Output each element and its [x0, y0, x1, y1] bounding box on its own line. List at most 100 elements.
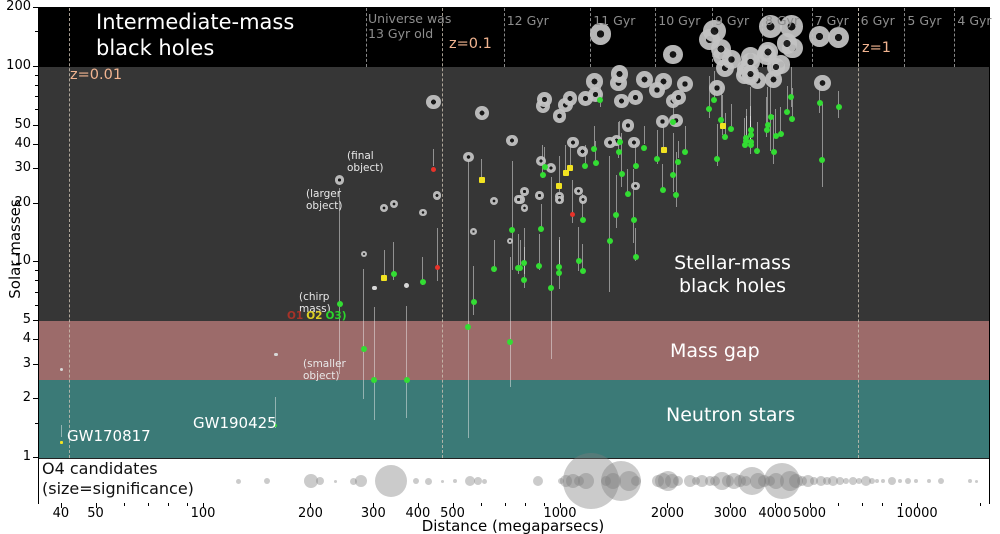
gyr-line-5-Gyr	[904, 8, 906, 67]
chirp-mass-marker-o3	[741, 141, 748, 148]
chirp-mass-marker-o3	[630, 217, 637, 224]
final-object-marker	[380, 204, 389, 212]
chirp-mass-marker-o3	[521, 260, 528, 267]
chirp-mass-marker-o3	[706, 105, 713, 112]
final-object-marker	[418, 208, 427, 217]
event-mass-range-line	[339, 188, 341, 374]
o4-candidate-circle	[652, 475, 665, 487]
chirp-mass-marker-o3	[336, 301, 343, 308]
o4-candidate-circle	[897, 479, 902, 483]
x-tick-label: 300	[360, 506, 386, 521]
event-mass-range-line	[565, 144, 567, 177]
o4-candidate-circle	[975, 479, 979, 483]
final-object-marker	[808, 25, 831, 48]
x-tick-label: 3000	[713, 506, 747, 521]
final-object-marker	[520, 204, 529, 212]
event-mass-range-line	[716, 124, 718, 167]
x-minor-tick	[186, 503, 188, 506]
annotation-chirp-mass: (chirp mass)	[299, 291, 331, 315]
event-mass-range-line	[544, 146, 546, 162]
gyr-label-7: 5 Gyr	[907, 13, 942, 28]
final-object-marker	[474, 106, 489, 120]
neutron-star-band-label: Neutron stars	[666, 404, 796, 426]
final-object-marker	[586, 73, 603, 90]
x-tick-label: 500	[440, 506, 465, 521]
event-mass-range-line	[406, 305, 408, 419]
x-tick-label: 50	[87, 506, 104, 521]
annotation-text: mass)	[299, 303, 331, 315]
x-minor-tick	[837, 503, 839, 506]
event-mass-range-line	[615, 174, 617, 228]
chirp-mass-marker-o3	[515, 264, 522, 271]
o4-candidate-circle	[905, 478, 912, 484]
y-tick	[33, 65, 38, 67]
chirp-mass-marker-o3	[507, 339, 514, 346]
o4-candidate-circle	[796, 476, 807, 486]
o4-candidate-circle	[349, 477, 357, 485]
final-object-marker	[577, 145, 589, 157]
chirp-mass-marker-o3	[728, 125, 735, 132]
annotation-text: (final	[347, 150, 374, 162]
chirp-mass-marker-o3	[670, 171, 677, 178]
final-object-marker	[514, 195, 523, 204]
annotation-text: object)	[347, 162, 384, 174]
final-object-marker	[759, 15, 783, 38]
event-mass-range-line	[677, 140, 679, 159]
run-legend-1: O1	[287, 310, 304, 322]
chirp-mass-marker-o3	[641, 144, 648, 151]
y-tick-label: 40	[14, 135, 31, 151]
y-minor-tick	[35, 84, 38, 86]
y-minor-tick	[35, 31, 38, 33]
event-mass-range-line	[635, 228, 637, 261]
chirp-mass-marker-o3	[575, 257, 582, 264]
o4-candidate-circle	[574, 476, 585, 486]
stellar-band-label: Stellar-mass black holes	[674, 252, 791, 297]
event-mass-range-line	[786, 86, 788, 111]
final-object-marker	[555, 196, 564, 205]
event-mass-range-line	[675, 151, 677, 208]
event-mass-range-line	[493, 240, 495, 273]
gyr-label-5: 7 Gyr	[814, 13, 849, 28]
chirp-mass-marker-o3	[538, 226, 545, 233]
gyr-label-4: 8 Gyr	[764, 13, 800, 28]
event-mass-range-line	[481, 158, 483, 179]
event-mass-range-line	[633, 169, 635, 244]
event-mass-range-line	[621, 133, 623, 188]
annotation-text: object)	[303, 370, 340, 382]
chirp-mass-marker-o3	[747, 139, 754, 146]
gyr-line-8-Gyr	[761, 8, 763, 67]
y-tick-label: 3	[22, 355, 31, 371]
chirp-mass-marker-o3	[592, 159, 599, 166]
event-mass-range-line	[619, 120, 621, 139]
final-object-marker	[589, 23, 612, 46]
final-object-marker	[335, 175, 345, 185]
event-mass-range-line	[433, 149, 435, 167]
x-minor-tick	[543, 503, 545, 506]
event-mass-range-line	[720, 85, 722, 126]
o4-candidate-circle	[665, 474, 680, 488]
o4-candidate-circle	[304, 474, 319, 488]
chirp-mass-marker-o3	[541, 164, 548, 171]
chirp-mass-marker-o3	[673, 191, 680, 198]
annotation-text: (chirp	[299, 291, 330, 303]
chirp-mass-marker-o3	[718, 116, 725, 123]
final-object-marker	[506, 237, 514, 245]
chirp-mass-marker-o2	[60, 441, 64, 444]
y-tick	[33, 363, 38, 365]
final-object-marker	[404, 283, 410, 289]
gyr-label-0: 12 Gyr	[506, 13, 549, 28]
event-mass-range-line	[672, 97, 674, 123]
final-object-marker	[536, 155, 547, 167]
o4-candidate-circle	[412, 478, 419, 484]
o4-candidate-circle	[758, 475, 771, 487]
event-mass-range-line	[756, 122, 758, 154]
final-object-marker	[814, 74, 831, 91]
o4-candidate-circle	[557, 478, 564, 484]
z1-label: z=1	[862, 40, 891, 56]
event-mass-range-line	[538, 233, 540, 271]
x-tick	[417, 503, 419, 508]
chirp-mass-marker-o3	[597, 96, 604, 103]
chirp-mass-marker-o3	[632, 254, 639, 261]
gyr-line-12-Gyr	[503, 8, 505, 67]
o4-candidate-circle	[734, 475, 747, 487]
